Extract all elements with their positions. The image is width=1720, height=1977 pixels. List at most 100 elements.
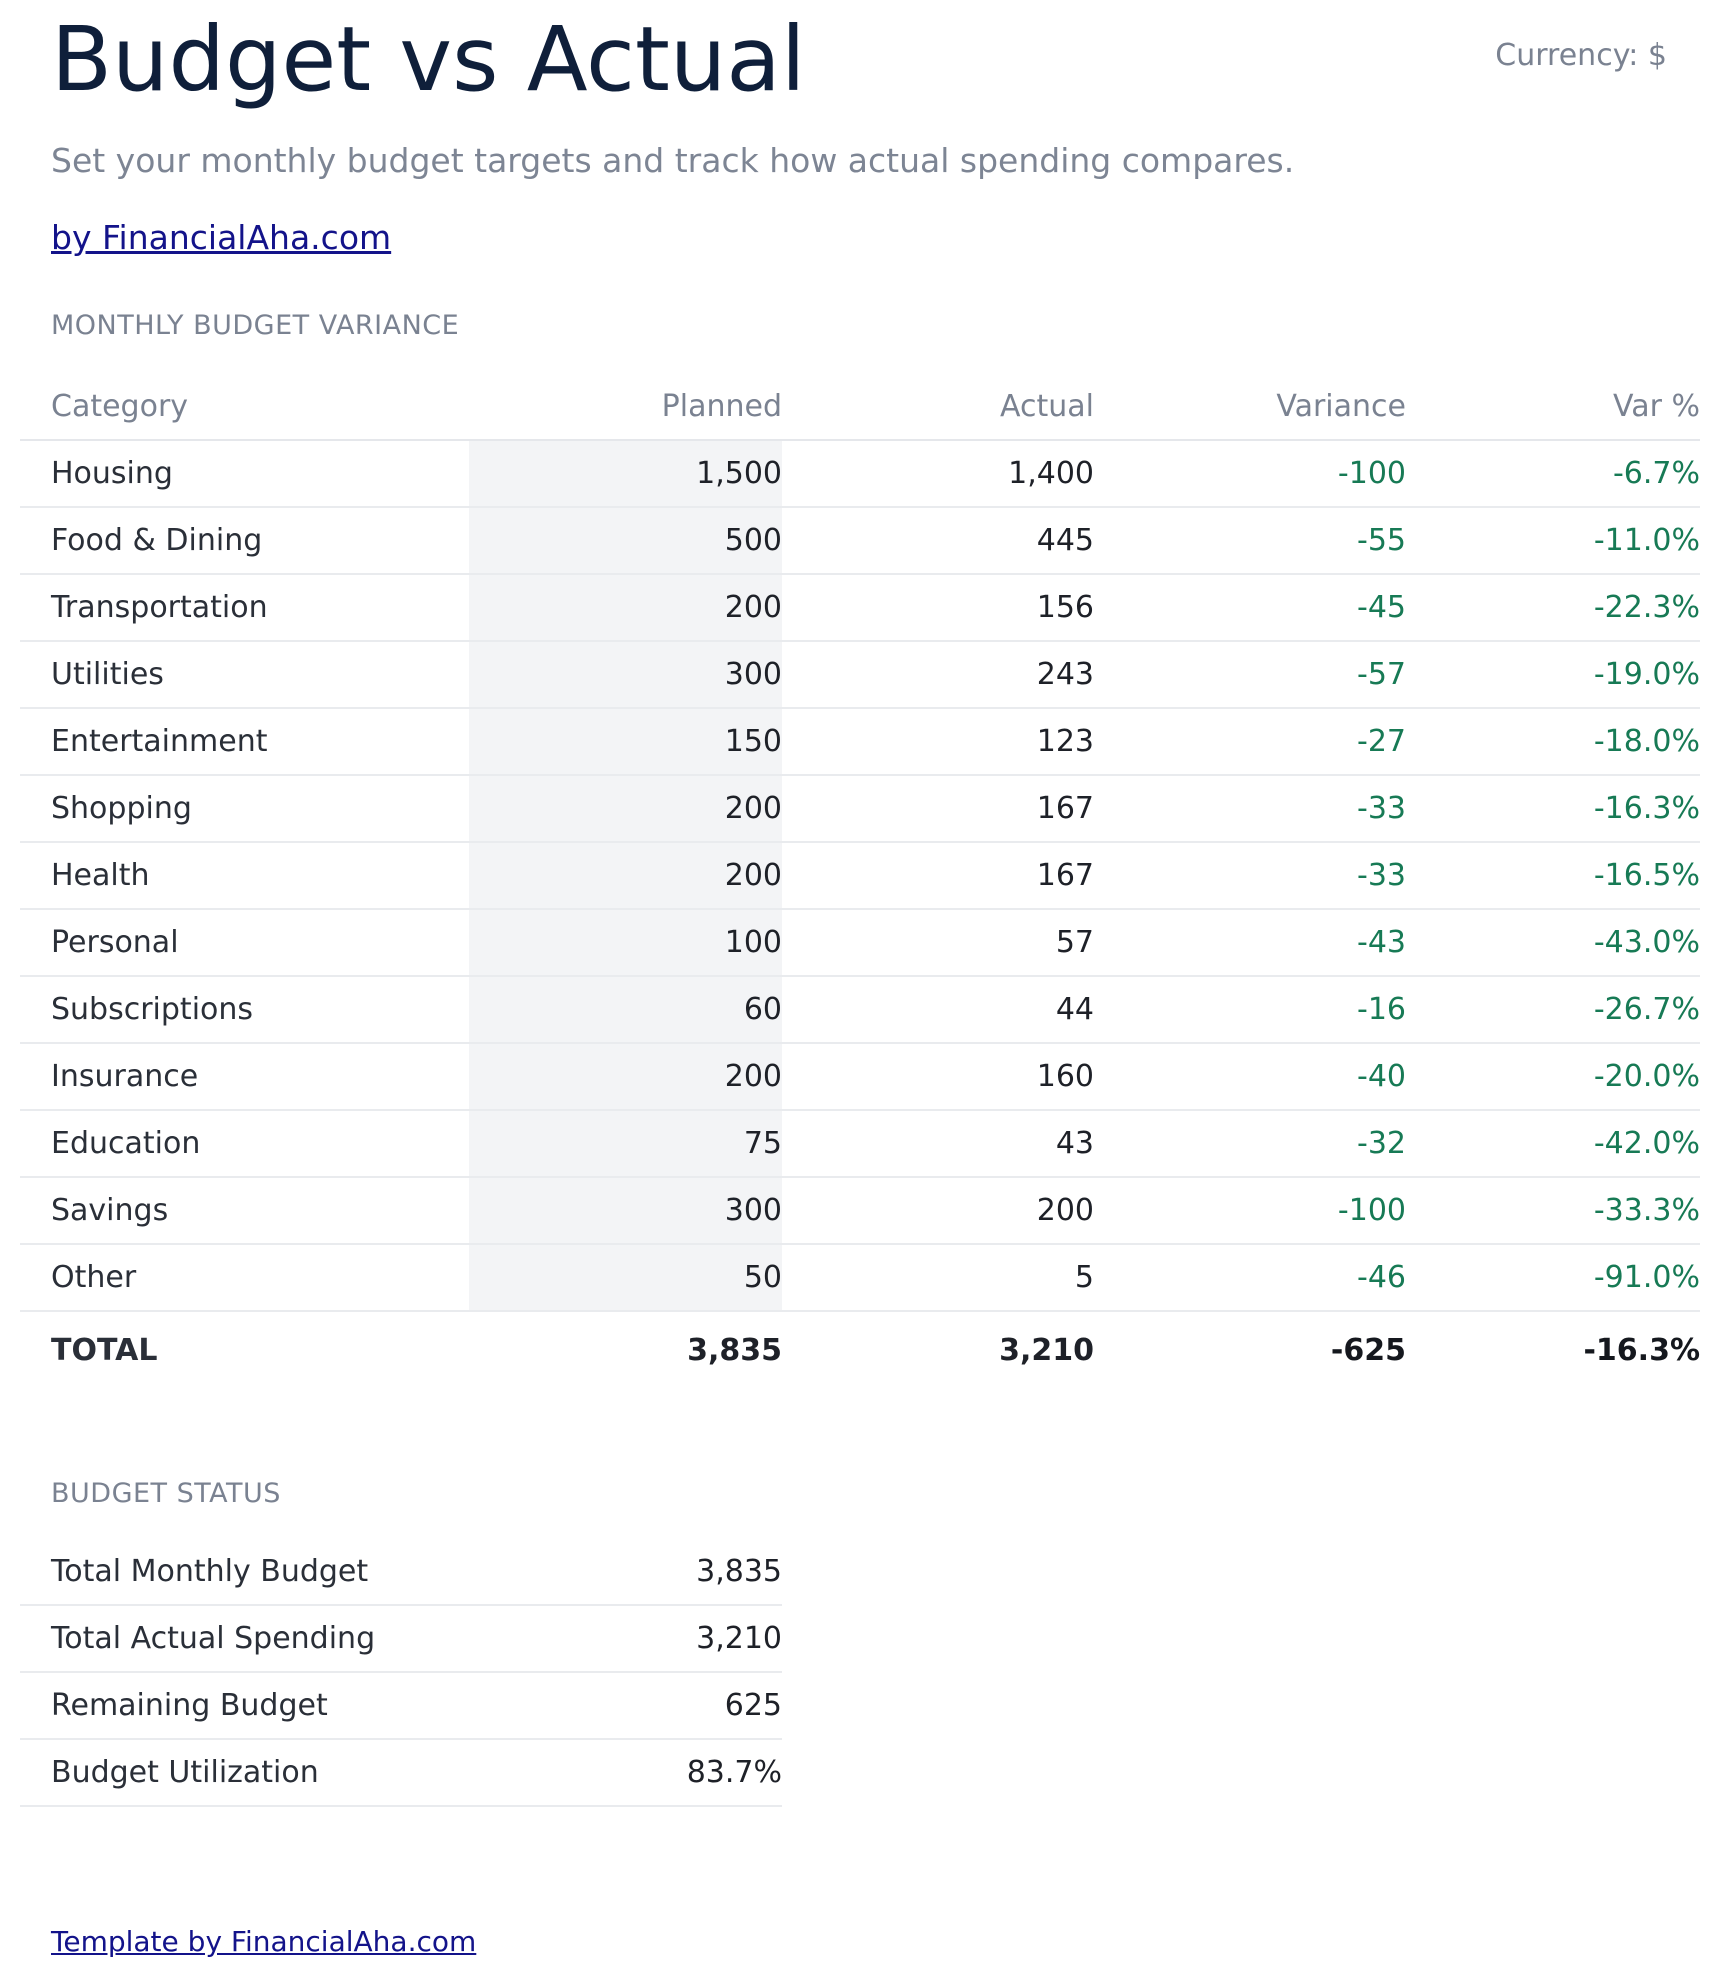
planned-cell: 500 <box>469 507 782 575</box>
variance-pct-cell: -18.0% <box>1406 708 1700 776</box>
actual-cell: 123 <box>782 708 1094 776</box>
page-title: Budget vs Actual <box>51 7 806 111</box>
status-value-total-budget: 3,835 <box>620 1539 782 1606</box>
status-label-remaining: Remaining Budget <box>20 1672 621 1740</box>
table-row: Education 75 43 -32 -42.0% <box>20 1110 1700 1178</box>
planned-cell: 150 <box>469 708 782 776</box>
variance-cell: -57 <box>1094 641 1406 709</box>
planned-cell: 50 <box>469 1244 782 1312</box>
status-row: Budget Utilization 83.7% <box>20 1739 782 1807</box>
actual-cell: 43 <box>782 1110 1094 1178</box>
table-row: Insurance 200 160 -40 -20.0% <box>20 1043 1700 1111</box>
category-cell: Entertainment <box>20 708 469 776</box>
actual-cell: 44 <box>782 976 1094 1044</box>
total-variance: -625 <box>1094 1310 1406 1389</box>
category-cell: Savings <box>20 1177 469 1245</box>
column-header-category: Category <box>20 373 469 441</box>
variance-pct-cell: -91.0% <box>1406 1244 1700 1312</box>
column-header-var-pct: Var % <box>1406 373 1700 441</box>
status-value-total-spending: 3,210 <box>620 1605 782 1673</box>
variance-pct-cell: -19.0% <box>1406 641 1700 709</box>
footer-template-link[interactable]: Template by FinancialAha.com <box>51 1925 477 1958</box>
variance-cell: -100 <box>1094 440 1406 508</box>
variance-cell: -40 <box>1094 1043 1406 1111</box>
actual-cell: 57 <box>782 909 1094 977</box>
status-row: Remaining Budget 625 <box>20 1672 782 1740</box>
variance-cell: -100 <box>1094 1177 1406 1245</box>
byline-link[interactable]: by FinancialAha.com <box>51 218 392 257</box>
category-cell: Housing <box>20 440 469 508</box>
total-actual: 3,210 <box>782 1310 1094 1389</box>
table-row: Personal 100 57 -43 -43.0% <box>20 909 1700 977</box>
category-cell: Health <box>20 842 469 910</box>
variance-pct-cell: -20.0% <box>1406 1043 1700 1111</box>
planned-cell: 300 <box>469 1177 782 1245</box>
category-cell: Subscriptions <box>20 976 469 1044</box>
variance-cell: -46 <box>1094 1244 1406 1312</box>
actual-cell: 156 <box>782 574 1094 642</box>
column-header-actual: Actual <box>782 373 1094 441</box>
variance-pct-cell: -16.5% <box>1406 842 1700 910</box>
category-cell: Personal <box>20 909 469 977</box>
actual-cell: 167 <box>782 842 1094 910</box>
actual-cell: 160 <box>782 1043 1094 1111</box>
status-label-utilization: Budget Utilization <box>20 1739 621 1807</box>
variance-cell: -32 <box>1094 1110 1406 1178</box>
category-cell: Shopping <box>20 775 469 843</box>
planned-cell: 1,500 <box>469 440 782 508</box>
actual-cell: 243 <box>782 641 1094 709</box>
table-row: Transportation 200 156 -45 -22.3% <box>20 574 1700 642</box>
table-row: Housing 1,500 1,400 -100 -6.7% <box>20 440 1700 508</box>
planned-cell: 100 <box>469 909 782 977</box>
table-row: Savings 300 200 -100 -33.3% <box>20 1177 1700 1245</box>
variance-cell: -16 <box>1094 976 1406 1044</box>
total-planned: 3,835 <box>469 1310 782 1389</box>
variance-pct-cell: -33.3% <box>1406 1177 1700 1245</box>
column-header-planned: Planned <box>469 373 782 441</box>
status-label-total-budget: Total Monthly Budget <box>20 1539 621 1606</box>
total-variance-pct: -16.3% <box>1406 1310 1700 1389</box>
variance-cell: -33 <box>1094 842 1406 910</box>
variance-cell: -45 <box>1094 574 1406 642</box>
variance-cell: -55 <box>1094 507 1406 575</box>
planned-cell: 75 <box>469 1110 782 1178</box>
planned-cell: 300 <box>469 641 782 709</box>
total-row: TOTAL 3,835 3,210 -625 -16.3% <box>20 1310 1700 1389</box>
column-header-variance: Variance <box>1094 373 1406 441</box>
planned-cell: 60 <box>469 976 782 1044</box>
variance-pct-cell: -43.0% <box>1406 909 1700 977</box>
status-value-remaining: 625 <box>620 1672 782 1740</box>
table-row: Other 50 5 -46 -91.0% <box>20 1244 1700 1312</box>
variance-pct-cell: -6.7% <box>1406 440 1700 508</box>
status-label-total-spending: Total Actual Spending <box>20 1605 621 1673</box>
planned-cell: 200 <box>469 775 782 843</box>
budget-variance-table: Category Planned Actual Variance Var % H… <box>20 373 1700 1389</box>
table-row: Shopping 200 167 -33 -16.3% <box>20 775 1700 843</box>
actual-cell: 200 <box>782 1177 1094 1245</box>
status-section-label: BUDGET STATUS <box>51 1478 281 1509</box>
planned-cell: 200 <box>469 1043 782 1111</box>
variance-pct-cell: -22.3% <box>1406 574 1700 642</box>
actual-cell: 5 <box>782 1244 1094 1312</box>
total-label: TOTAL <box>20 1310 469 1389</box>
category-cell: Transportation <box>20 574 469 642</box>
variance-header-row: Category Planned Actual Variance Var % <box>20 373 1700 441</box>
currency-label: Currency: $ <box>1495 38 1667 73</box>
variance-pct-cell: -16.3% <box>1406 775 1700 843</box>
budget-status-table: Total Monthly Budget 3,835 Total Actual … <box>20 1539 782 1807</box>
variance-pct-cell: -26.7% <box>1406 976 1700 1044</box>
table-row: Entertainment 150 123 -27 -18.0% <box>20 708 1700 776</box>
status-row: Total Monthly Budget 3,835 <box>20 1539 782 1606</box>
table-row: Health 200 167 -33 -16.5% <box>20 842 1700 910</box>
variance-pct-cell: -42.0% <box>1406 1110 1700 1178</box>
category-cell: Food & Dining <box>20 507 469 575</box>
variance-cell: -43 <box>1094 909 1406 977</box>
variance-section-label: MONTHLY BUDGET VARIANCE <box>51 310 460 341</box>
table-row: Utilities 300 243 -57 -19.0% <box>20 641 1700 709</box>
status-row: Total Actual Spending 3,210 <box>20 1605 782 1673</box>
category-cell: Insurance <box>20 1043 469 1111</box>
planned-cell: 200 <box>469 842 782 910</box>
variance-cell: -27 <box>1094 708 1406 776</box>
category-cell: Education <box>20 1110 469 1178</box>
